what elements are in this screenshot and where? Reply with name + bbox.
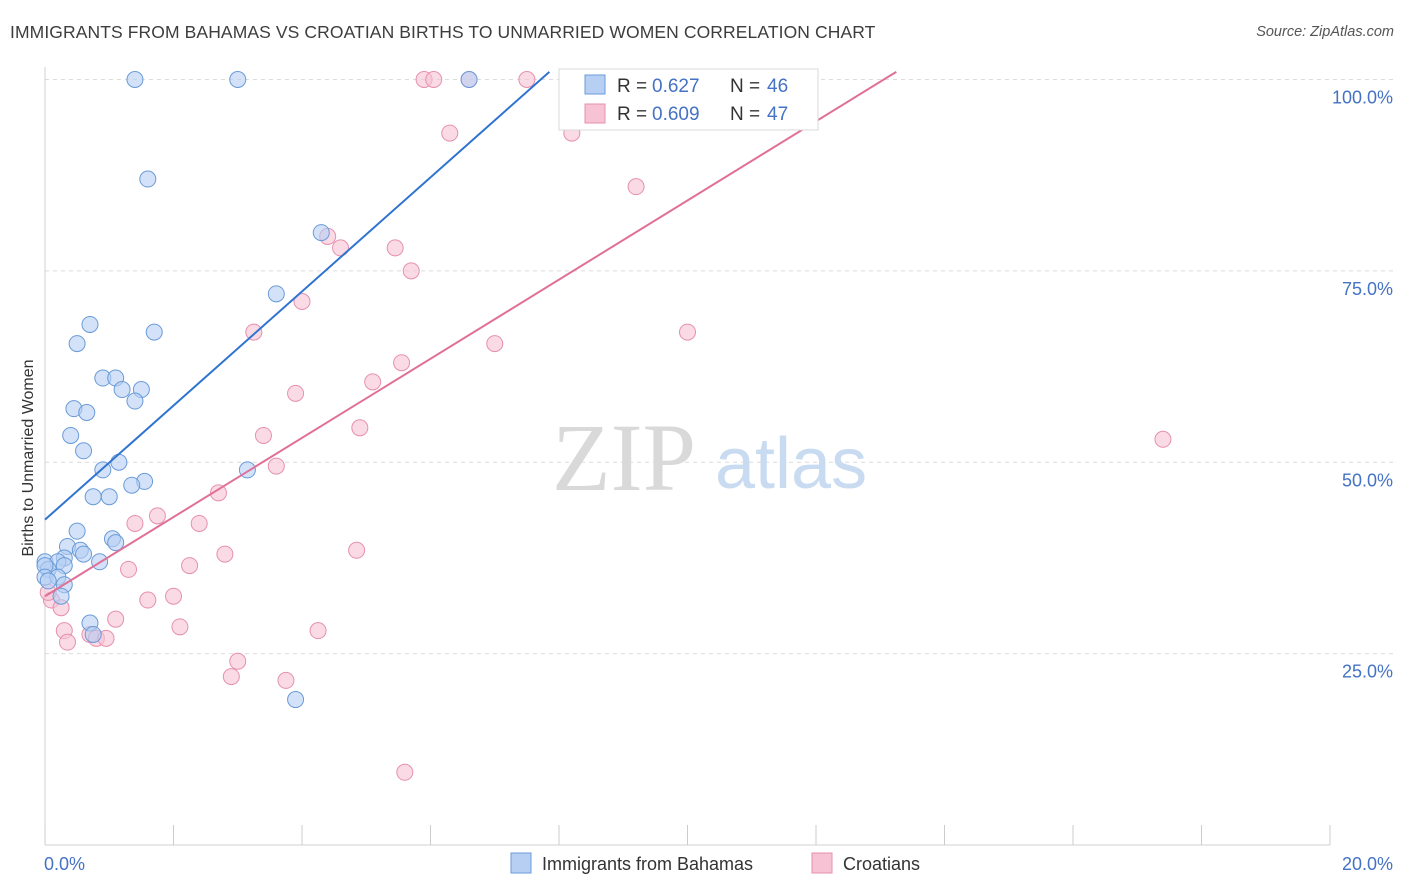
croatians-point-31 bbox=[139, 591, 157, 609]
bottom-legend-label-bahamas: Immigrants from Bahamas bbox=[542, 854, 753, 874]
bahamas-point-16 bbox=[62, 426, 80, 444]
bahamas-point-2 bbox=[460, 71, 478, 88]
croatians-point-45 bbox=[396, 763, 414, 781]
y-tick-label-100: 100.0% bbox=[1332, 88, 1393, 108]
x-tick-label-max: 20.0% bbox=[1342, 854, 1393, 874]
bottom-legend: Immigrants from Bahamas Croatians bbox=[510, 852, 920, 874]
croatians-point-29 bbox=[181, 557, 199, 575]
chart-title: IMMIGRANTS FROM BAHAMAS VS CROATIAN BIRT… bbox=[10, 22, 876, 42]
croatians-point-35 bbox=[171, 618, 189, 636]
gridlines bbox=[45, 79, 1393, 655]
bahamas-point-1 bbox=[229, 71, 247, 88]
croatians-point-9 bbox=[386, 239, 404, 257]
croatians-point-22 bbox=[209, 484, 227, 502]
bottom-legend-swatch-croatians bbox=[811, 852, 833, 874]
legend-n-label-bahamas: N = bbox=[730, 76, 760, 97]
bahamas-point-15 bbox=[78, 403, 96, 421]
bahamas-point-11 bbox=[113, 381, 131, 399]
y-tick-label-75: 75.0% bbox=[1342, 279, 1393, 299]
legend-r-label-croatians: R = bbox=[617, 104, 647, 125]
bahamas-point-8 bbox=[68, 335, 86, 353]
croatians-point-25 bbox=[190, 514, 208, 532]
croatians-point-23 bbox=[148, 507, 166, 525]
bahamas-point-13 bbox=[126, 392, 144, 410]
bahamas-point-41 bbox=[39, 572, 57, 590]
x-ticks bbox=[44, 825, 1331, 845]
croatians-point-36 bbox=[309, 622, 327, 640]
legend-n-label-croatians: N = bbox=[730, 104, 760, 125]
croatians-point-43 bbox=[222, 668, 240, 686]
y-tick-label-50: 50.0% bbox=[1342, 470, 1393, 490]
croatians-point-13 bbox=[679, 323, 696, 341]
croatians-point-30 bbox=[165, 587, 182, 605]
bahamas-point-42 bbox=[52, 587, 70, 605]
legend-r-value-bahamas: 0.627 bbox=[652, 76, 700, 97]
croatians-point-6 bbox=[627, 178, 645, 196]
bahamas-point-44 bbox=[84, 625, 102, 643]
legend-swatch-bahamas bbox=[584, 74, 606, 95]
y-tick-labels: 25.0% 50.0% 75.0% 100.0% bbox=[1332, 88, 1393, 682]
bahamas-point-25 bbox=[68, 522, 86, 540]
trend-lines bbox=[44, 70, 897, 598]
bottom-legend-label-croatians: Croatians bbox=[843, 854, 920, 874]
bahamas-point-6 bbox=[81, 315, 99, 333]
bahamas-point-4 bbox=[312, 224, 330, 242]
croatians-point-4 bbox=[441, 124, 459, 142]
croatians-point-21 bbox=[267, 457, 285, 475]
croatians-point-10 bbox=[402, 262, 420, 280]
croatians-point-17 bbox=[287, 384, 305, 402]
croatians-trend-line bbox=[44, 70, 897, 598]
croatians-point-34 bbox=[107, 610, 125, 628]
croatians-point-44 bbox=[277, 671, 295, 689]
croatians-point-42 bbox=[229, 652, 247, 670]
croatians-point-24 bbox=[126, 514, 144, 532]
y-axis-label: Births to Unmarried Women bbox=[20, 359, 37, 556]
croatians-point-3 bbox=[518, 71, 536, 88]
croatians-point-15 bbox=[393, 354, 411, 372]
bahamas-point-27 bbox=[107, 534, 125, 552]
bahamas-trend-line bbox=[44, 71, 551, 521]
bahamas-points bbox=[36, 71, 478, 709]
legend-r-value-croatians: 0.609 bbox=[652, 104, 700, 125]
bahamas-point-17 bbox=[75, 442, 93, 460]
legend-n-value-bahamas: 46 bbox=[767, 76, 788, 97]
croatians-point-20 bbox=[1154, 430, 1172, 448]
watermark-zip: ZIP bbox=[552, 404, 696, 511]
legend-swatch-croatians bbox=[584, 103, 606, 124]
bahamas-point-24 bbox=[100, 488, 118, 506]
croatians-point-19 bbox=[254, 426, 272, 444]
bahamas-point-18 bbox=[110, 453, 128, 471]
croatians-point-27 bbox=[348, 541, 366, 559]
croatians-point-18 bbox=[351, 419, 369, 437]
croatians-point-1 bbox=[425, 71, 443, 88]
croatians-point-39 bbox=[58, 633, 76, 651]
croatians-point-14 bbox=[486, 335, 504, 353]
legend-n-value-croatians: 47 bbox=[767, 104, 788, 125]
watermark-atlas: atlas bbox=[715, 424, 867, 504]
source-label: Source: ZipAtlas.com bbox=[1256, 24, 1394, 40]
croatians-point-26 bbox=[216, 545, 234, 563]
croatians-point-11 bbox=[293, 292, 311, 310]
y-tick-label-25: 25.0% bbox=[1342, 662, 1393, 682]
bahamas-point-3 bbox=[139, 170, 157, 188]
bottom-legend-swatch-bahamas bbox=[510, 852, 532, 874]
croatians-point-16 bbox=[364, 373, 382, 391]
croatians-point-28 bbox=[120, 560, 138, 578]
legend-r-label-bahamas: R = bbox=[617, 76, 647, 97]
croatians-point-12 bbox=[245, 323, 263, 341]
bahamas-point-30 bbox=[75, 545, 93, 563]
bahamas-point-23 bbox=[84, 488, 102, 506]
bahamas-point-0 bbox=[126, 71, 144, 88]
bahamas-point-7 bbox=[145, 323, 163, 341]
bahamas-point-45 bbox=[287, 691, 305, 709]
bahamas-point-5 bbox=[267, 285, 285, 303]
x-tick-label-min: 0.0% bbox=[44, 854, 85, 874]
stats-legend: R = 0.627 N = 46 R = 0.609 N = 47 bbox=[558, 68, 819, 131]
bahamas-point-22 bbox=[123, 476, 141, 494]
